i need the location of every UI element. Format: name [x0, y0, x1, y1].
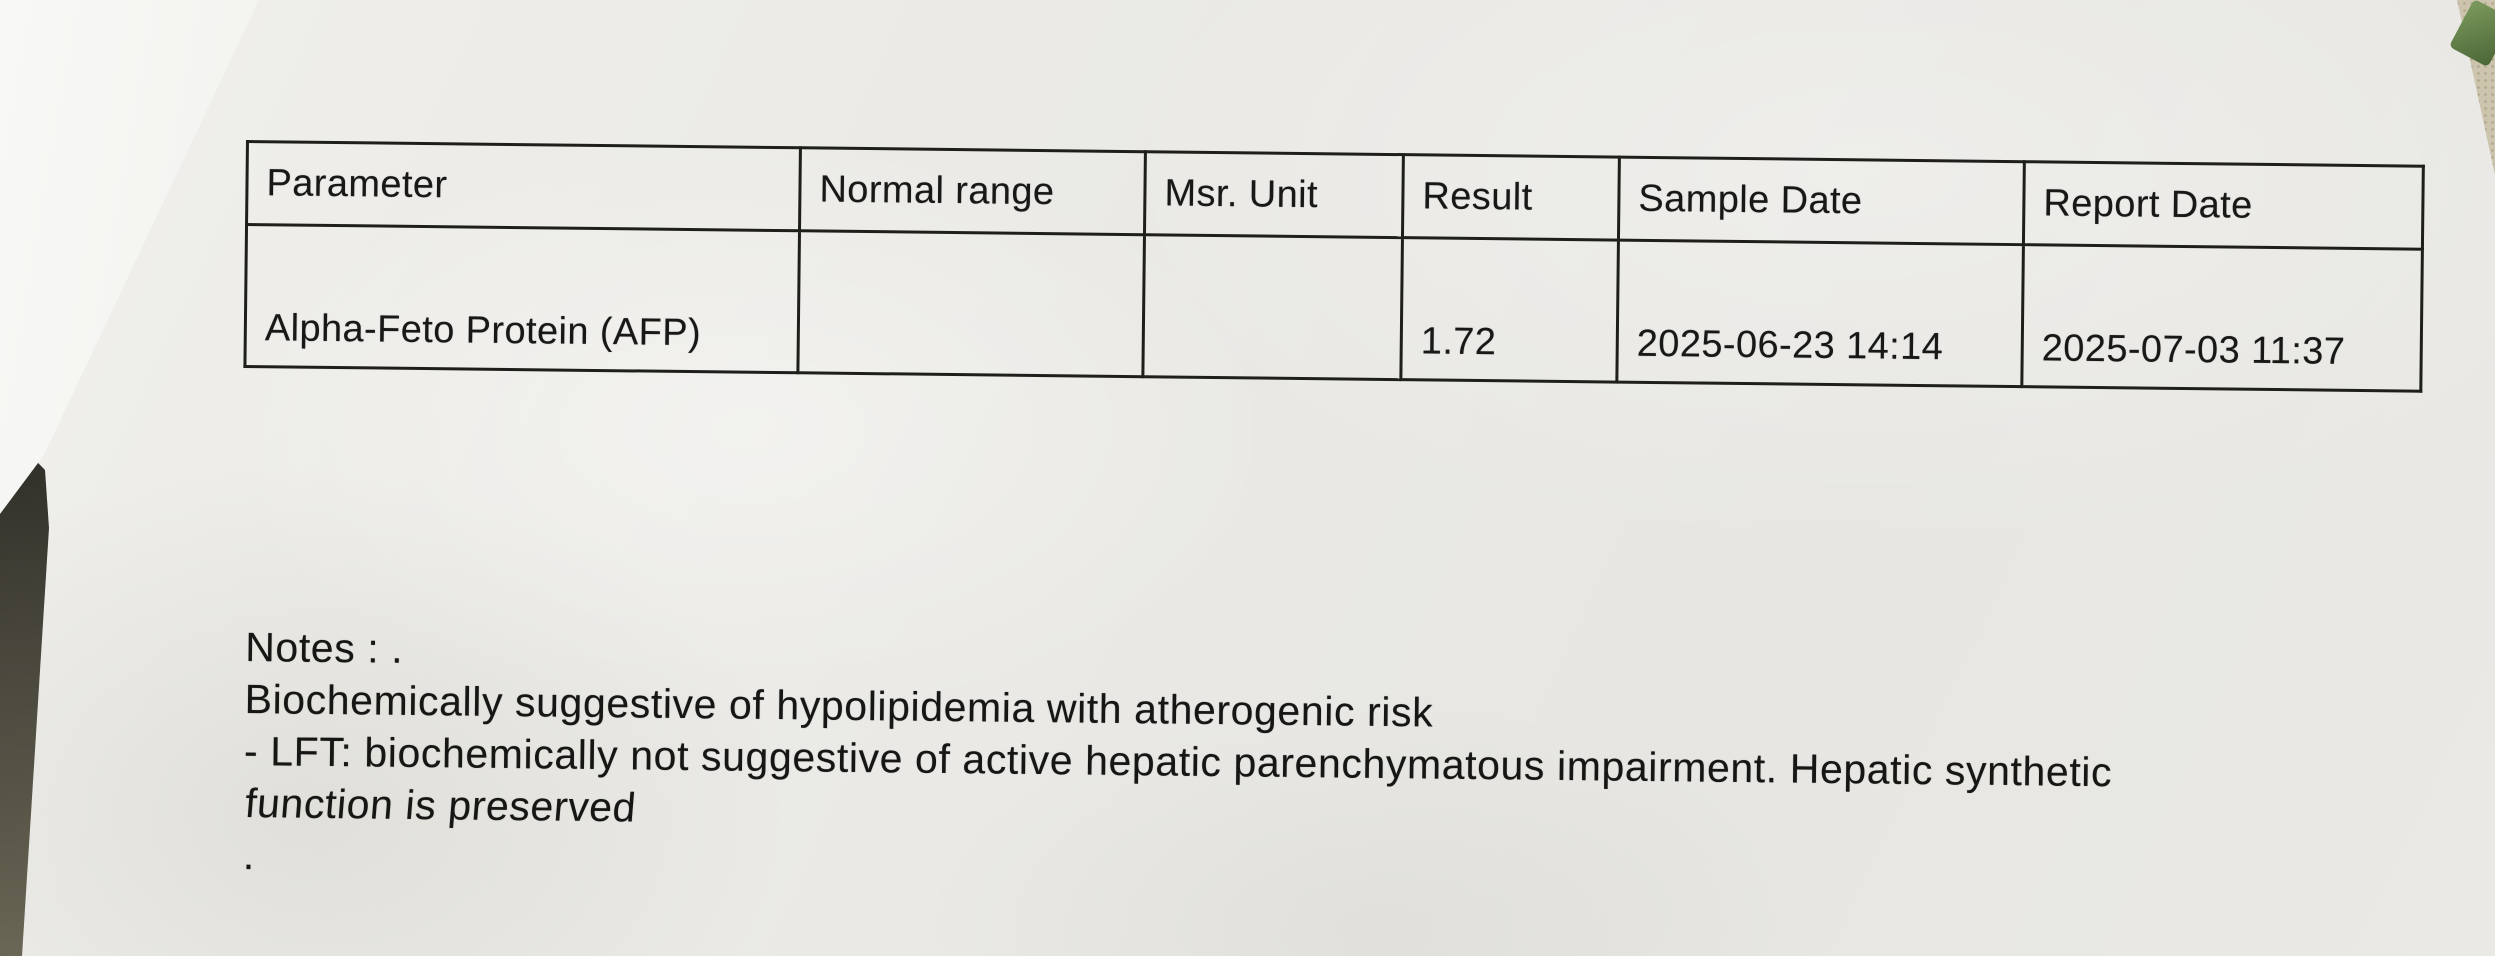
notes-section: Notes : . Biochemically suggestive of hy…: [243, 621, 2456, 906]
col-header-sample-date: Sample Date: [1618, 157, 2025, 245]
table-row: Alpha-Feto Protein (AFP) 1.72 2025-06-23…: [244, 224, 2423, 392]
col-header-report-date: Report Date: [2023, 161, 2424, 250]
col-header-msr-unit: Msr. Unit: [1144, 151, 1404, 238]
cell-result: 1.72: [1400, 237, 1619, 383]
col-header-parameter: Parameter: [246, 141, 801, 231]
lab-results-table: Parameter Normal range Msr. Unit Result …: [243, 140, 2424, 393]
cell-report-date: 2025-07-03 11:37: [2021, 244, 2423, 392]
col-header-result: Result: [1402, 154, 1620, 241]
cell-parameter: Alpha-Feto Protein (AFP): [244, 224, 800, 373]
report-content: Parameter Normal range Msr. Unit Result …: [238, 140, 2461, 906]
col-header-normal-range: Normal range: [799, 147, 1146, 235]
cell-msr-unit: [1142, 234, 1403, 380]
cell-sample-date: 2025-06-23 14:14: [1616, 240, 2024, 387]
cell-normal-range: [797, 230, 1145, 377]
